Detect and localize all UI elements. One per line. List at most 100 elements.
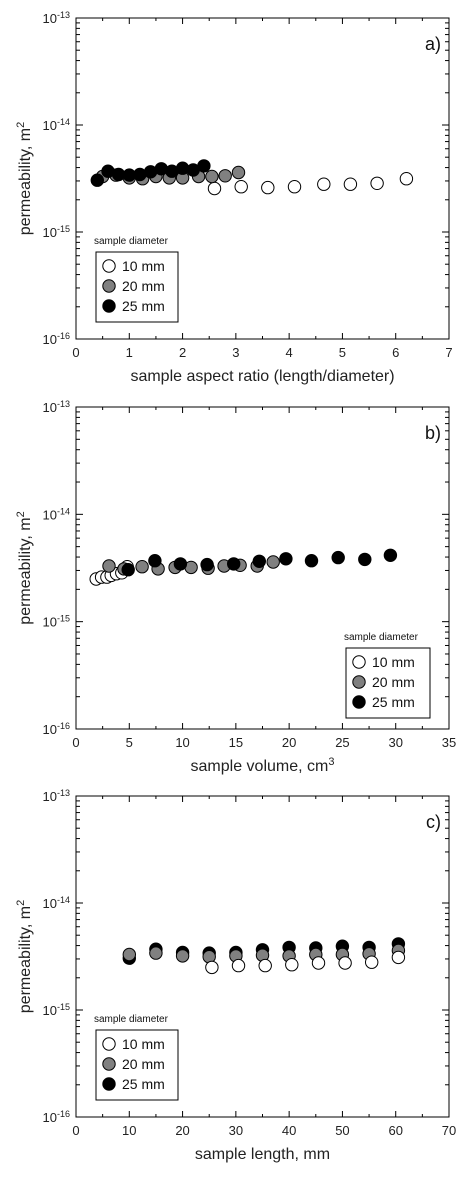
y-tick-exponent: -16 (57, 331, 70, 341)
y-tick-label: 10-16 (43, 331, 70, 347)
x-tick-label: 60 (388, 1123, 402, 1138)
y-axis-label-text: permeability, m (17, 906, 34, 1013)
data-point (266, 555, 280, 569)
y-tick-label: 10-14 (43, 117, 70, 133)
y-tick-base: 10 (43, 1110, 57, 1125)
data-point (122, 947, 137, 962)
y-tick-base: 10 (43, 507, 57, 522)
y-tick-exponent: -13 (57, 10, 70, 20)
data-point (338, 956, 352, 970)
legend-title: sample diameter (344, 632, 419, 643)
y-tick-base: 10 (43, 332, 57, 347)
data-point (148, 554, 162, 568)
y-tick-label: 10-16 (43, 721, 70, 737)
y-axis-label: permeability, m2 (15, 900, 34, 1013)
y-axis-label-superscript: 2 (15, 511, 27, 517)
y-tick-base: 10 (43, 118, 57, 133)
x-tick-label: 7 (445, 345, 452, 360)
legend-marker (102, 1077, 116, 1091)
x-tick-label: 3 (232, 345, 239, 360)
legend-entry: 20 mm (372, 674, 415, 690)
legend-marker (352, 695, 366, 709)
x-tick-label: 35 (442, 735, 456, 750)
y-axis-label: permeability, m2 (15, 122, 34, 235)
data-point (365, 955, 379, 969)
legend: sample diameter 10 mm 20 mm 25 mm (94, 1014, 179, 1101)
x-tick-label: 50 (335, 1123, 349, 1138)
data-point (227, 557, 241, 571)
legend-marker (352, 675, 366, 689)
x-axis-label: sample volume, cm3 (191, 756, 335, 775)
data-point (205, 169, 219, 184)
legend-title: sample diameter (94, 1014, 169, 1025)
x-tick-label: 2 (179, 345, 186, 360)
x-axis-label-text: sample length, mm (195, 1146, 330, 1163)
data-point (197, 159, 211, 173)
series-10-mm (207, 172, 414, 196)
y-tick-base: 10 (43, 896, 57, 911)
legend-entry: 25 mm (122, 298, 165, 314)
y-tick-base: 10 (43, 722, 57, 737)
data-point (173, 557, 188, 571)
data-point (311, 956, 326, 970)
y-tick-label: 10-13 (43, 10, 70, 26)
y-tick-base: 10 (43, 615, 57, 630)
data-point (102, 559, 116, 573)
y-tick-exponent: -15 (57, 614, 70, 624)
data-point (121, 563, 135, 577)
data-point (90, 173, 105, 187)
data-point (317, 177, 331, 191)
data-point (231, 958, 246, 973)
y-tick-base: 10 (43, 225, 57, 240)
x-tick-label: 5 (126, 735, 133, 750)
x-tick-label: 0 (72, 735, 79, 750)
x-axis-label-text: sample volume, cm (191, 758, 329, 775)
legend-marker (102, 259, 116, 273)
data-point (304, 554, 319, 568)
legend-entry: 10 mm (122, 258, 165, 274)
legend-entry: 25 mm (372, 694, 415, 710)
data-point (258, 958, 272, 973)
data-points (89, 548, 398, 586)
x-axis-label: sample aspect ratio (length/diameter) (130, 368, 394, 385)
y-tick-exponent: -15 (57, 1002, 70, 1012)
y-tick-base: 10 (43, 11, 57, 26)
y-tick-exponent: -14 (57, 895, 70, 905)
legend-marker (102, 279, 116, 293)
data-point (285, 958, 299, 972)
x-tick-label: 10 (175, 735, 189, 750)
x-tick-label: 40 (282, 1123, 296, 1138)
y-tick-base: 10 (43, 1003, 57, 1018)
legend-entry: 10 mm (122, 1036, 165, 1052)
x-axis-label-text: sample aspect ratio (length/diameter) (130, 368, 394, 385)
data-point (391, 950, 406, 965)
data-point (279, 552, 293, 566)
x-tick-label: 30 (388, 735, 402, 750)
data-point (205, 960, 219, 975)
data-point (370, 176, 384, 191)
y-tick-base: 10 (43, 400, 57, 415)
legend-marker (102, 299, 116, 313)
legend-marker (102, 1057, 116, 1071)
data-point (287, 180, 302, 194)
legend-entry: 20 mm (122, 278, 165, 294)
legend: sample diameter 10 mm 20 mm 25 mm (94, 236, 179, 323)
y-axis-label-text: permeability, m (17, 128, 34, 235)
data-point (399, 172, 414, 186)
y-tick-label: 10-15 (43, 1002, 70, 1018)
data-point (175, 949, 190, 963)
y-axis-label-text: permeability, m (17, 517, 34, 624)
y-tick-label: 10-15 (43, 224, 70, 240)
x-axis-label: sample length, mm (195, 1146, 330, 1163)
x-tick-label: 20 (282, 735, 296, 750)
y-tick-exponent: -13 (57, 399, 70, 409)
y-tick-exponent: -15 (57, 224, 70, 234)
data-point (218, 169, 232, 183)
data-point (200, 557, 214, 572)
x-tick-label: 20 (175, 1123, 189, 1138)
x-tick-label: 0 (72, 345, 79, 360)
y-tick-base: 10 (43, 789, 57, 804)
